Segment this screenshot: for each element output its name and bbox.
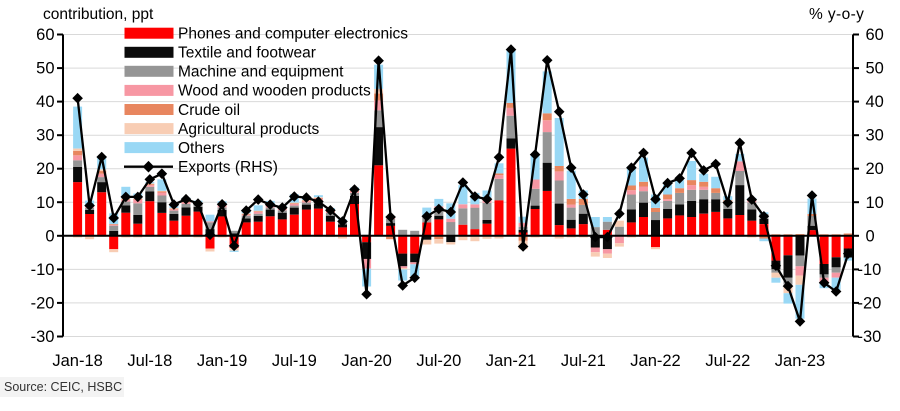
svg-text:20: 20 bbox=[866, 160, 884, 178]
svg-text:-30: -30 bbox=[858, 328, 882, 346]
svg-text:40: 40 bbox=[36, 93, 54, 111]
svg-text:30: 30 bbox=[866, 127, 884, 145]
svg-text:Jan-22: Jan-22 bbox=[630, 352, 680, 370]
svg-text:Jan-19: Jan-19 bbox=[197, 352, 247, 370]
svg-text:40: 40 bbox=[866, 93, 884, 111]
svg-text:0: 0 bbox=[866, 227, 875, 245]
svg-text:Jul-20: Jul-20 bbox=[416, 352, 461, 370]
svg-text:Jul-22: Jul-22 bbox=[705, 352, 750, 370]
svg-text:10: 10 bbox=[36, 194, 54, 212]
svg-text:-30: -30 bbox=[31, 328, 55, 346]
svg-text:Textile and footwear: Textile and footwear bbox=[178, 45, 316, 62]
svg-text:50: 50 bbox=[866, 60, 884, 78]
svg-text:60: 60 bbox=[866, 26, 884, 44]
svg-text:30: 30 bbox=[36, 127, 54, 145]
svg-text:Jul-19: Jul-19 bbox=[272, 352, 317, 370]
svg-text:0: 0 bbox=[45, 227, 54, 245]
svg-text:Jan-21: Jan-21 bbox=[486, 352, 536, 370]
svg-text:Exports (RHS): Exports (RHS) bbox=[178, 159, 278, 176]
svg-text:Crude oil: Crude oil bbox=[178, 102, 240, 119]
svg-text:50: 50 bbox=[36, 60, 54, 78]
svg-text:Machine and equipment: Machine and equipment bbox=[178, 64, 344, 81]
svg-text:Jan-23: Jan-23 bbox=[775, 352, 825, 370]
svg-text:% y-o-y: % y-o-y bbox=[809, 6, 864, 23]
svg-text:-20: -20 bbox=[31, 294, 55, 312]
svg-text:Source: CEIC, HSBC: Source: CEIC, HSBC bbox=[4, 380, 122, 394]
svg-text:Jan-20: Jan-20 bbox=[341, 352, 391, 370]
svg-text:Jan-18: Jan-18 bbox=[52, 352, 102, 370]
svg-text:Jul-21: Jul-21 bbox=[561, 352, 606, 370]
svg-text:Jul-18: Jul-18 bbox=[127, 352, 172, 370]
svg-text:Agricultural products: Agricultural products bbox=[178, 121, 320, 138]
svg-text:Others: Others bbox=[178, 140, 225, 157]
svg-text:contribution, ppt: contribution, ppt bbox=[43, 6, 154, 23]
svg-text:-20: -20 bbox=[858, 294, 882, 312]
svg-text:Wood and wooden products: Wood and wooden products bbox=[178, 83, 371, 100]
svg-text:10: 10 bbox=[866, 194, 884, 212]
svg-text:20: 20 bbox=[36, 160, 54, 178]
svg-text:-10: -10 bbox=[858, 261, 882, 279]
svg-text:-10: -10 bbox=[31, 261, 55, 279]
svg-text:60: 60 bbox=[36, 26, 54, 44]
svg-text:Phones and computer electronic: Phones and computer electronics bbox=[178, 26, 408, 43]
